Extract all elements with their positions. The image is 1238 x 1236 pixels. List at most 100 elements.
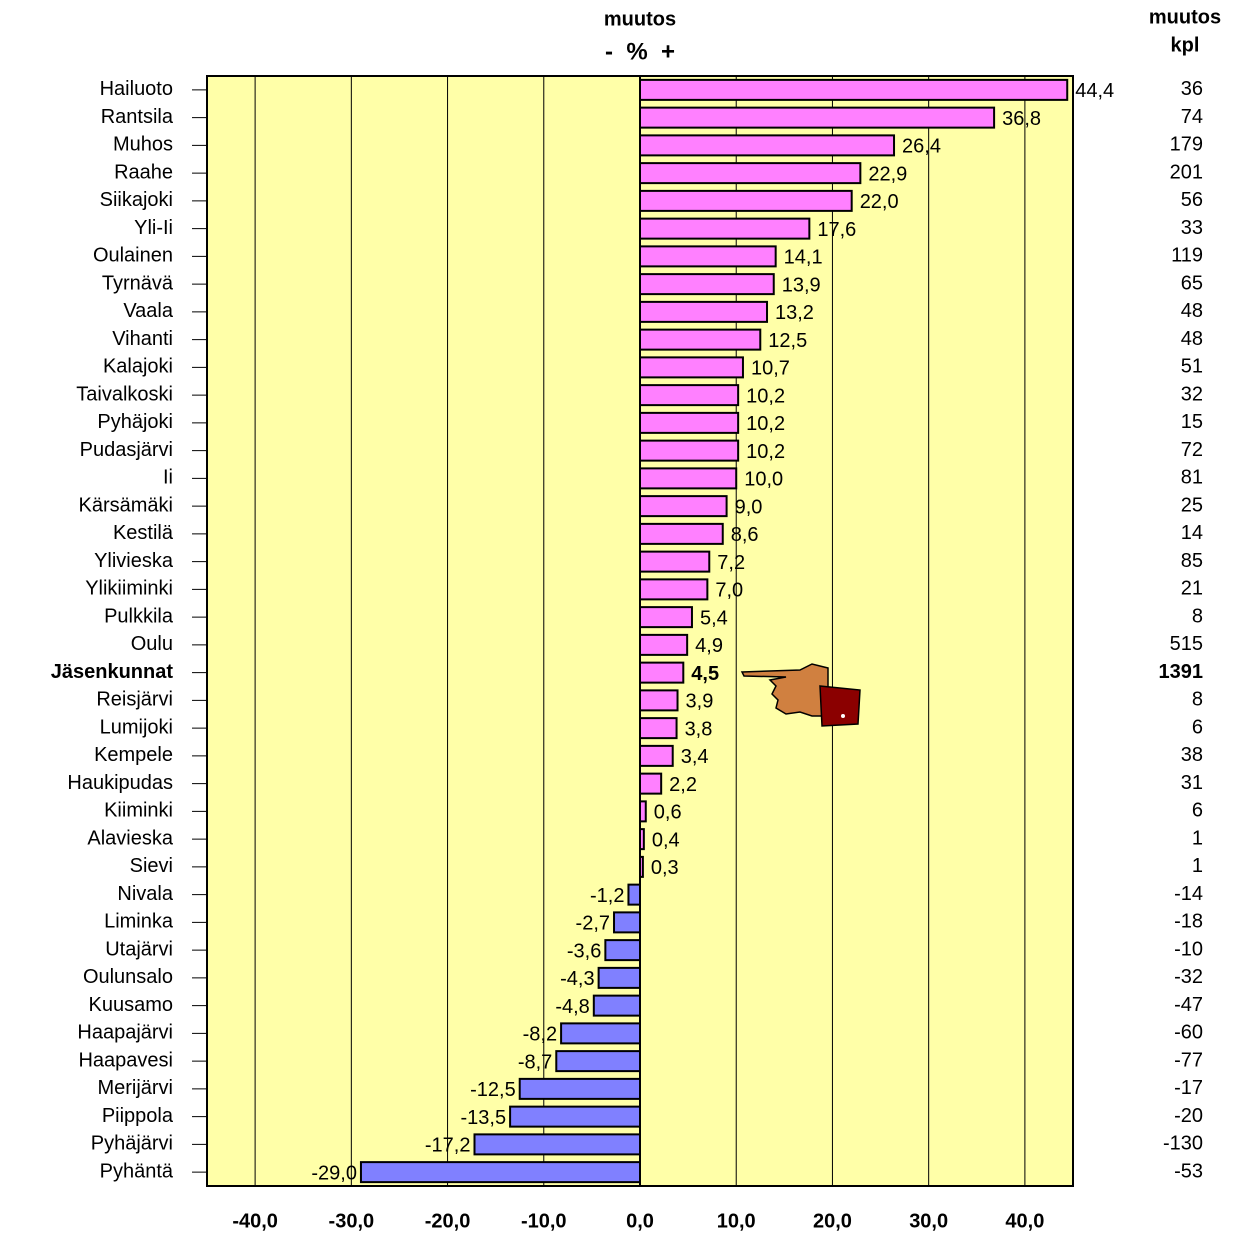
count-label: 6 bbox=[1192, 716, 1203, 738]
value-label: 14,1 bbox=[784, 247, 823, 269]
y-tick-label: Utajärvi bbox=[105, 938, 173, 960]
page: muutos - % + muutos kpl -40,0-30,0-20,0-… bbox=[0, 0, 1238, 1236]
y-tick-label: Yli-Ii bbox=[134, 217, 173, 239]
bar bbox=[605, 940, 640, 960]
value-label: 13,9 bbox=[782, 274, 821, 296]
value-label: -17,2 bbox=[425, 1135, 471, 1157]
cuff-button bbox=[841, 714, 845, 718]
value-label: 10,0 bbox=[744, 469, 783, 491]
y-tick-label: Vihanti bbox=[112, 328, 173, 350]
value-label: -8,7 bbox=[518, 1051, 552, 1073]
x-tick-label: -40,0 bbox=[232, 1210, 278, 1232]
y-tick-label: Alavieska bbox=[87, 827, 173, 849]
y-tick-label: Haukipudas bbox=[67, 772, 173, 794]
bar bbox=[614, 912, 640, 932]
count-label: -10 bbox=[1174, 938, 1203, 960]
value-label: 26,4 bbox=[902, 136, 941, 158]
y-tick-label: Siikajoki bbox=[100, 189, 173, 211]
bar bbox=[640, 357, 743, 377]
count-label: 48 bbox=[1181, 300, 1203, 322]
bar bbox=[640, 441, 738, 461]
y-tick-label: Nivala bbox=[117, 883, 173, 905]
value-label: -8,2 bbox=[523, 1024, 557, 1046]
bar bbox=[640, 274, 774, 294]
bar bbox=[474, 1134, 640, 1154]
count-label: 74 bbox=[1181, 106, 1203, 128]
count-label: 33 bbox=[1181, 217, 1203, 239]
y-tick-label: Ii bbox=[163, 467, 173, 489]
bar bbox=[640, 468, 736, 488]
value-label: 3,8 bbox=[685, 718, 713, 740]
value-label: -3,6 bbox=[567, 940, 601, 962]
count-label: -17 bbox=[1174, 1077, 1203, 1099]
count-label: 8 bbox=[1192, 689, 1203, 711]
y-tick-label: Pyhäjoki bbox=[97, 411, 173, 433]
value-label: 10,2 bbox=[746, 413, 785, 435]
value-label: -4,3 bbox=[560, 968, 594, 990]
value-label: 10,7 bbox=[751, 358, 790, 380]
value-label: 13,2 bbox=[775, 302, 814, 324]
right-header: kpl bbox=[1171, 34, 1200, 56]
y-tick-label: Vaala bbox=[123, 300, 174, 322]
value-label: 3,9 bbox=[686, 691, 714, 713]
value-label: 17,6 bbox=[817, 219, 856, 241]
count-label: -18 bbox=[1174, 911, 1203, 933]
count-label: -77 bbox=[1174, 1049, 1203, 1071]
value-label: 10,2 bbox=[746, 441, 785, 463]
y-tick-label: Pyhäjärvi bbox=[91, 1133, 173, 1155]
bar bbox=[640, 163, 860, 183]
count-label: -14 bbox=[1174, 883, 1203, 905]
value-label: 36,8 bbox=[1002, 108, 1041, 130]
value-label: 0,4 bbox=[652, 829, 680, 851]
right-header: muutos bbox=[1149, 6, 1221, 28]
value-label: 0,6 bbox=[654, 802, 682, 824]
y-tick-label: Pyhäntä bbox=[100, 1160, 174, 1182]
count-label: 48 bbox=[1181, 328, 1203, 350]
y-tick-label: Oulunsalo bbox=[83, 966, 173, 988]
bar bbox=[520, 1079, 640, 1099]
bar bbox=[640, 246, 776, 266]
bar bbox=[561, 1023, 640, 1043]
count-label: 1 bbox=[1192, 827, 1203, 849]
y-tick-label: Liminka bbox=[104, 911, 174, 933]
count-label: 56 bbox=[1181, 189, 1203, 211]
bar bbox=[640, 718, 677, 738]
bar bbox=[640, 413, 738, 433]
y-tick-label: Sievi bbox=[130, 855, 173, 877]
y-tick-label: Kiiminki bbox=[104, 800, 173, 822]
y-tick-label: Taivalkoski bbox=[76, 383, 173, 405]
bar bbox=[594, 996, 640, 1016]
value-label: 12,5 bbox=[768, 330, 807, 352]
count-label: -20 bbox=[1174, 1105, 1203, 1127]
bar bbox=[640, 607, 692, 627]
y-tick-label: Kalajoki bbox=[103, 356, 173, 378]
count-label: 32 bbox=[1181, 383, 1203, 405]
y-tick-label: Ylivieska bbox=[94, 550, 174, 572]
y-tick-label: Rantsila bbox=[101, 106, 174, 128]
bar bbox=[640, 579, 707, 599]
count-label: 1 bbox=[1192, 855, 1203, 877]
value-label: 4,9 bbox=[695, 635, 723, 657]
count-label: 51 bbox=[1181, 356, 1203, 378]
bar bbox=[640, 80, 1067, 100]
value-label: -13,5 bbox=[461, 1107, 507, 1129]
bar bbox=[361, 1162, 640, 1182]
y-tick-label: Oulainen bbox=[93, 245, 173, 267]
value-label: 8,6 bbox=[731, 524, 759, 546]
bar bbox=[510, 1107, 640, 1127]
value-label: -2,7 bbox=[576, 913, 610, 935]
chart-title: muutos bbox=[604, 8, 676, 30]
y-tick-label: Piippola bbox=[102, 1105, 174, 1127]
bar bbox=[640, 219, 809, 239]
bar bbox=[640, 108, 994, 128]
bar bbox=[640, 302, 767, 322]
y-tick-label: Pudasjärvi bbox=[80, 439, 173, 461]
y-tick-label: Kestilä bbox=[113, 522, 174, 544]
y-tick-label: Jäsenkunnat bbox=[51, 661, 174, 683]
value-label: 22,0 bbox=[860, 191, 899, 213]
count-label: -130 bbox=[1163, 1133, 1203, 1155]
y-tick-label: Pulkkila bbox=[104, 605, 174, 627]
bar bbox=[640, 552, 709, 572]
bar bbox=[556, 1051, 640, 1071]
x-tick-label: 20,0 bbox=[813, 1210, 852, 1232]
